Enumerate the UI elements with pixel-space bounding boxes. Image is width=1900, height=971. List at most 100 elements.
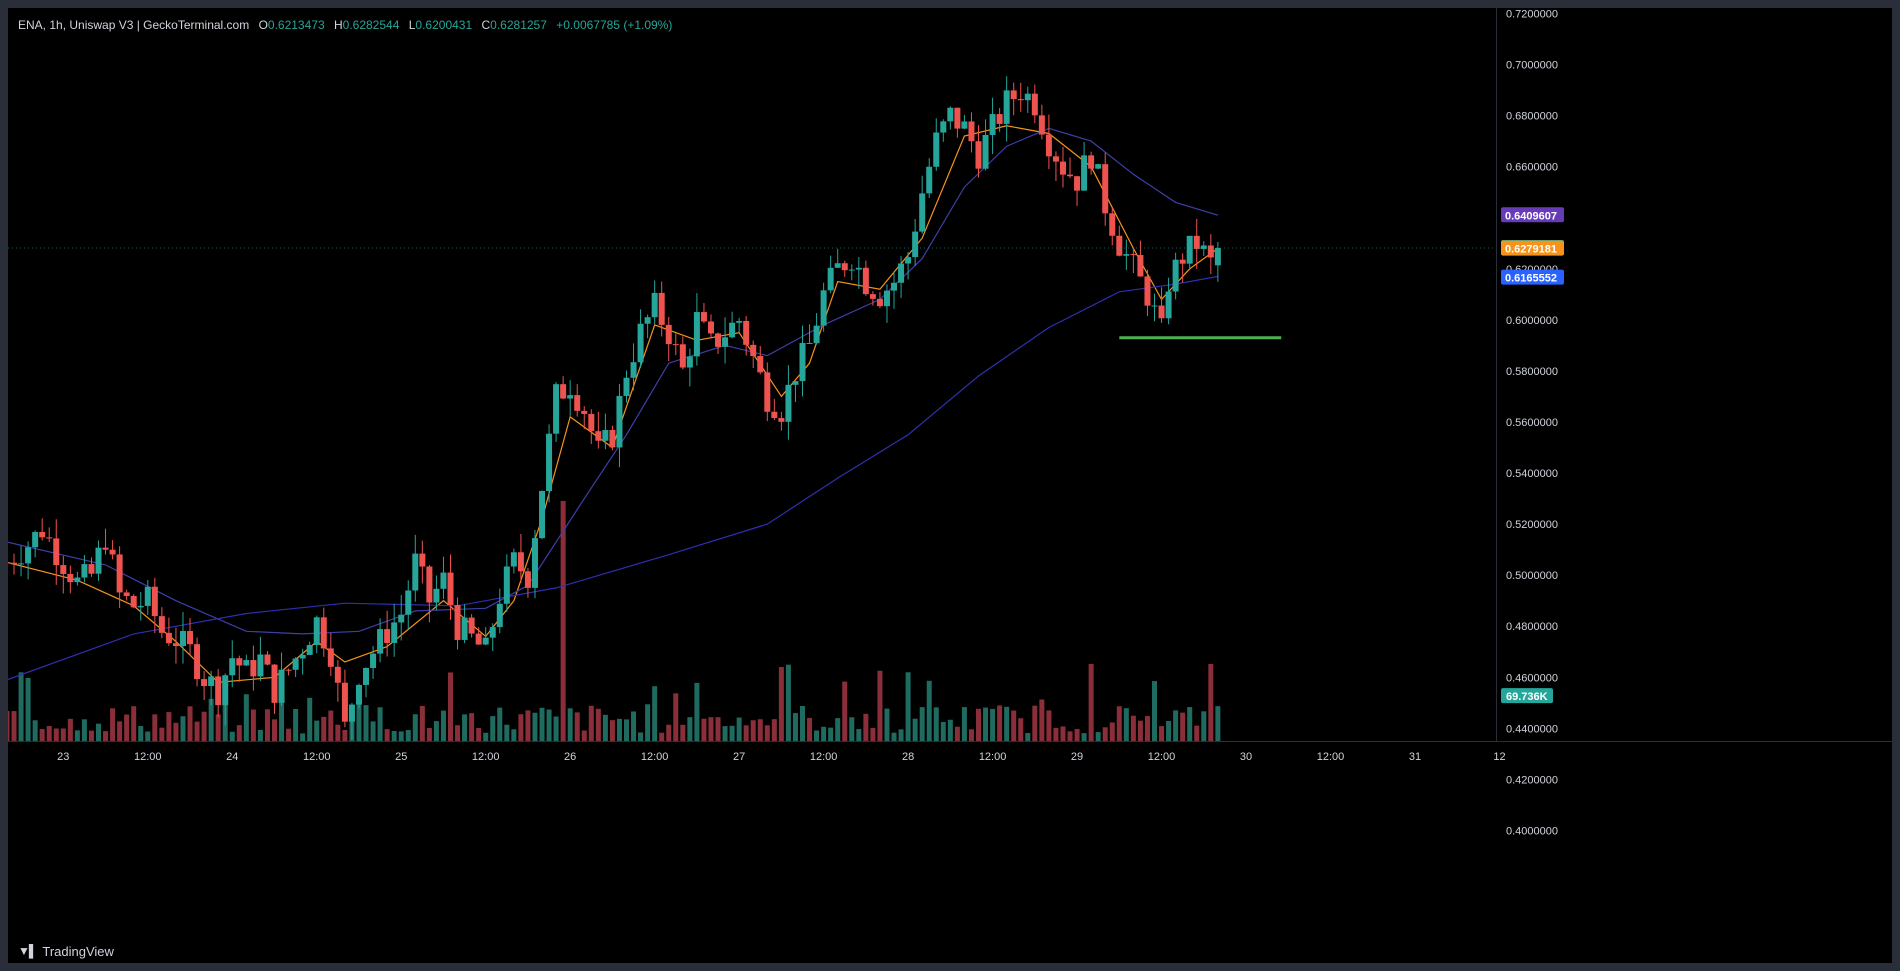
candle-body xyxy=(327,648,334,667)
candle-body xyxy=(222,675,229,706)
candle-body xyxy=(299,654,306,659)
volume-bar xyxy=(807,717,813,741)
y-tick-label: 0.4000000 xyxy=(1506,825,1558,837)
candle-body xyxy=(736,320,743,323)
x-tick-label: 12:00 xyxy=(134,751,162,763)
candle-body xyxy=(707,321,714,334)
moving-average-3 xyxy=(8,275,1219,681)
volume-bar xyxy=(342,729,348,741)
candle-body xyxy=(165,632,172,644)
tradingview-name: TradingView xyxy=(42,943,114,959)
volume-bar xyxy=(595,708,601,741)
candle-body xyxy=(1179,259,1186,264)
volume-bar xyxy=(574,712,580,741)
volume-bar xyxy=(652,686,658,741)
volume-bar xyxy=(1137,720,1143,741)
candle-body xyxy=(313,617,320,646)
volume-bar xyxy=(96,723,101,741)
candle-body xyxy=(116,554,123,593)
candle-body xyxy=(975,141,982,169)
x-tick-label: 12:00 xyxy=(641,751,669,763)
x-tick-label: 12:00 xyxy=(1148,751,1176,763)
volume-bar xyxy=(926,680,932,741)
volume-bar xyxy=(722,726,728,741)
volume-bar xyxy=(60,728,66,741)
candle-body xyxy=(88,564,95,574)
volume-bar xyxy=(201,711,207,741)
volume-bar xyxy=(384,729,390,741)
volume-bar xyxy=(1067,731,1073,741)
candle-body xyxy=(271,664,278,703)
price-chart[interactable]: 0.7200000 0.7000000 0.6800000 0.6600000 0.64… xyxy=(8,8,1892,933)
candle-body xyxy=(700,312,707,322)
candle-body xyxy=(489,627,496,638)
candle-body xyxy=(729,322,736,338)
candle-body xyxy=(553,384,560,434)
candle-body xyxy=(503,566,510,604)
volume-bar xyxy=(32,720,38,741)
volume-bar xyxy=(1088,663,1094,741)
volume-bar xyxy=(814,730,820,741)
volume-bar xyxy=(1173,710,1179,741)
candle-body xyxy=(1038,115,1045,135)
open-label: O xyxy=(258,18,268,32)
volume-bar xyxy=(961,707,967,741)
candle-body xyxy=(1130,254,1137,256)
volume-bar xyxy=(300,733,306,741)
candle-body xyxy=(320,617,327,649)
volume-bar xyxy=(405,730,411,741)
candle-body xyxy=(855,267,862,270)
y-tick-label: 0.5000000 xyxy=(1506,570,1558,582)
candle-body xyxy=(1165,291,1172,319)
x-tick-label: 28 xyxy=(902,751,914,763)
volume-bar xyxy=(159,727,165,741)
candle-body xyxy=(475,633,482,645)
volume-bar xyxy=(1025,733,1031,741)
candle-body xyxy=(1017,99,1024,101)
candle-body xyxy=(229,658,236,676)
volume-bar xyxy=(166,712,172,741)
ohlc-legend: ENA, 1h, Uniswap V3 | GeckoTerminal.com … xyxy=(18,18,672,32)
volume-bar xyxy=(229,731,235,741)
candle-body xyxy=(187,631,194,645)
candle-body xyxy=(792,381,799,385)
chart-frame[interactable]: 0.7200000 0.7000000 0.6800000 0.6600000 0.64… xyxy=(8,8,1892,963)
candle-body xyxy=(1081,155,1088,191)
candle-body xyxy=(109,549,116,555)
volume-bar xyxy=(631,711,637,741)
candle-body xyxy=(869,294,876,299)
volume-bar xyxy=(919,707,925,741)
volume-bar xyxy=(743,725,749,741)
volume-bar xyxy=(103,731,109,741)
candle-body xyxy=(1158,305,1165,319)
candle-body xyxy=(883,290,890,307)
volume-bar xyxy=(532,712,538,741)
tradingview-branding[interactable]: ▼▌ TradingView xyxy=(18,943,114,959)
volume-bar xyxy=(8,710,10,741)
volume-bar xyxy=(898,729,904,741)
volume-bar xyxy=(1159,726,1165,741)
volume-bar xyxy=(1004,706,1010,741)
volume-bar xyxy=(419,705,425,741)
candle-body xyxy=(891,282,898,291)
volume-bar xyxy=(912,718,918,741)
volume-bar xyxy=(398,731,404,741)
candle-body xyxy=(215,676,222,706)
volume-bar xyxy=(243,694,249,741)
volume-bar xyxy=(849,717,855,741)
candle-body xyxy=(926,166,933,194)
volume-bar xyxy=(74,730,80,741)
candle-body xyxy=(637,323,644,363)
candle-body xyxy=(743,320,750,345)
volume-bar xyxy=(539,707,545,741)
y-tick-label: 0.4200000 xyxy=(1506,774,1558,786)
candle-body xyxy=(764,372,771,412)
candle-body xyxy=(630,362,637,378)
candle-body xyxy=(841,263,848,271)
candle-body xyxy=(1172,259,1179,292)
volume-bar xyxy=(933,707,939,741)
volume-bar xyxy=(307,697,313,741)
candle-body xyxy=(32,532,39,548)
y-tick-label: 0.6000000 xyxy=(1506,315,1558,327)
candle-body xyxy=(1088,155,1095,169)
